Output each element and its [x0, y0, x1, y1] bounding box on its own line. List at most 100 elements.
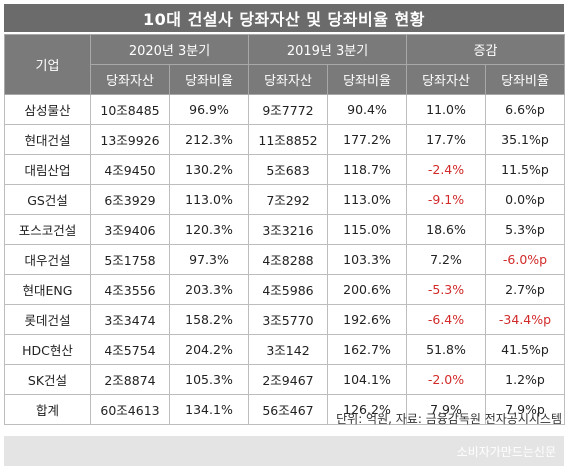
value-cell-a2019: 4조8288: [248, 244, 328, 275]
value-cell-r2019: 113.0%: [327, 184, 407, 215]
value-cell-dr: 5.3%p: [484, 214, 566, 245]
value-cell-r2020: 204.2%: [169, 334, 249, 365]
header-ratio-2019: 당좌비율: [327, 64, 407, 95]
value-cell-da: 17.7%: [406, 124, 486, 155]
header-ratio-change: 당좌비율: [484, 64, 566, 95]
value-cell-a2019: 3조142: [248, 334, 328, 365]
value-cell-a2019: 9조7772: [248, 94, 328, 125]
value-cell-a2019: 2조9467: [248, 364, 328, 395]
table-row: GS건설 6조3929 113.0% 7조292 113.0% -9.1% 0.0%p: [4, 184, 566, 215]
header-2020: 2020년 3분기: [90, 34, 249, 65]
value-cell-r2019: 118.7%: [327, 154, 407, 185]
company-name-cell: HDC현산: [4, 334, 91, 365]
value-cell-da: -6.4%: [406, 304, 486, 335]
value-cell-r2020: 130.2%: [169, 154, 249, 185]
value-cell-a2019: 11조8852: [248, 124, 328, 155]
source-note: 단위: 억원, 자료: 금융감독원 전자공시시스템: [336, 412, 562, 426]
value-cell-dr: -6.0%p: [484, 244, 566, 275]
value-cell-r2019: 192.6%: [327, 304, 407, 335]
company-name-cell: 합계: [4, 394, 91, 425]
table-title: 10대 건설사 당좌자산 및 당좌비율 현황: [4, 4, 564, 32]
company-name-cell: SK건설: [4, 364, 91, 395]
value-cell-da: -2.0%: [406, 364, 486, 395]
value-cell-a2019: 4조5986: [248, 274, 328, 305]
value-cell-dr: 6.6%p: [484, 94, 566, 125]
value-cell-da: -2.4%: [406, 154, 486, 185]
value-cell-a2020: 4조3556: [90, 274, 170, 305]
value-cell-a2020: 13조9926: [90, 124, 170, 155]
value-cell-r2020: 105.3%: [169, 364, 249, 395]
table-row: 대림산업 4조9450 130.2% 5조683 118.7% -2.4% 11.5%p: [4, 154, 566, 185]
value-cell-r2020: 96.9%: [169, 94, 249, 125]
table-row: HDC현산 4조5754 204.2% 3조142 162.7% 51.8% 41.5%p: [4, 334, 566, 365]
company-name-cell: 대림산업: [4, 154, 91, 185]
value-cell-a2020: 60조4613: [90, 394, 170, 425]
company-name-cell: 롯데건설: [4, 304, 91, 335]
value-cell-r2020: 120.3%: [169, 214, 249, 245]
value-cell-da: 7.2%: [406, 244, 486, 275]
value-cell-a2020: 5조1758: [90, 244, 170, 275]
value-cell-da: -9.1%: [406, 184, 486, 215]
value-cell-r2020: 158.2%: [169, 304, 249, 335]
table-row: 현대ENG 4조3556 203.3% 4조5986 200.6% -5.3% 2.7%p: [4, 274, 566, 305]
value-cell-r2020: 113.0%: [169, 184, 249, 215]
value-cell-r2020: 97.3%: [169, 244, 249, 275]
value-cell-da: 18.6%: [406, 214, 486, 245]
value-cell-r2020: 134.1%: [169, 394, 249, 425]
value-cell-a2020: 4조5754: [90, 334, 170, 365]
header-company: 기업: [4, 34, 91, 95]
value-cell-a2019: 3조5770: [248, 304, 328, 335]
table-row: SK건설 2조8874 105.3% 2조9467 104.1% -2.0% 1.2%p: [4, 364, 566, 395]
value-cell-a2019: 5조683: [248, 154, 328, 185]
value-cell-dr: 11.5%p: [484, 154, 566, 185]
value-cell-a2020: 3조3474: [90, 304, 170, 335]
company-name-cell: GS건설: [4, 184, 91, 215]
value-cell-dr: -34.4%p: [484, 304, 566, 335]
company-name-cell: 대우건설: [4, 244, 91, 275]
table-row: 현대건설 13조9926 212.3% 11조8852 177.2% 17.7% 35.1%…: [4, 124, 566, 155]
value-cell-r2019: 103.3%: [327, 244, 407, 275]
header-change: 증감: [405, 34, 566, 65]
value-cell-a2020: 4조9450: [90, 154, 170, 185]
value-cell-da: -5.3%: [406, 274, 486, 305]
brand-bar: 소비자가만드는신문: [4, 436, 564, 466]
data-table: 기업 2020년 3분기 2019년 3분기 증감 당좌자산 당좌비율 당좌자산…: [4, 34, 566, 425]
value-cell-dr: 0.0%p: [484, 184, 566, 215]
value-cell-dr: 41.5%p: [484, 334, 566, 365]
header-ratio-2020: 당좌비율: [169, 64, 249, 95]
company-name-cell: 현대건설: [4, 124, 91, 155]
value-cell-a2020: 10조8485: [90, 94, 170, 125]
company-name-cell: 현대ENG: [4, 274, 91, 305]
company-name-cell: 삼성물산: [4, 94, 91, 125]
value-cell-r2019: 177.2%: [327, 124, 407, 155]
value-cell-a2020: 2조8874: [90, 364, 170, 395]
value-cell-dr: 1.2%p: [484, 364, 566, 395]
value-cell-dr: 35.1%p: [484, 124, 566, 155]
value-cell-r2020: 212.3%: [169, 124, 249, 155]
value-cell-da: 51.8%: [406, 334, 486, 365]
value-cell-a2019: 56조467: [248, 394, 328, 425]
value-cell-r2020: 203.3%: [169, 274, 249, 305]
value-cell-a2019: 7조292: [248, 184, 328, 215]
value-cell-a2020: 6조3929: [90, 184, 170, 215]
table-row: 포스코건설 3조9406 120.3% 3조3216 115.0% 18.6% 5.3%p: [4, 214, 566, 245]
brand-text: 소비자가만드는신문: [456, 444, 556, 459]
header-assets-2020: 당좌자산: [90, 64, 170, 95]
table-row: 롯데건설 3조3474 158.2% 3조5770 192.6% -6.4% -34.4%p: [4, 304, 566, 335]
table-header: 기업 2020년 3분기 2019년 3분기 증감 당좌자산 당좌비율 당좌자산…: [4, 34, 566, 95]
table-body: 삼성물산 10조8485 96.9% 9조7772 90.4% 11.0% 6.6%p 현대건…: [4, 94, 566, 425]
value-cell-a2019: 3조3216: [248, 214, 328, 245]
value-cell-dr: 2.7%p: [484, 274, 566, 305]
header-assets-2019: 당좌자산: [248, 64, 328, 95]
header-assets-change: 당좌자산: [406, 64, 486, 95]
table-row: 합계 60조4613 134.1% 56조467 126.2% 7.9% 7.9%p: [4, 394, 566, 425]
value-cell-r2019: 115.0%: [327, 214, 407, 245]
company-name-cell: 포스코건설: [4, 214, 91, 245]
table-row: 대우건설 5조1758 97.3% 4조8288 103.3% 7.2% -6.0%p: [4, 244, 566, 275]
value-cell-r2019: 200.6%: [327, 274, 407, 305]
value-cell-r2019: 162.7%: [327, 334, 407, 365]
value-cell-r2019: 104.1%: [327, 364, 407, 395]
header-2019: 2019년 3분기: [248, 34, 407, 65]
table-row: 삼성물산 10조8485 96.9% 9조7772 90.4% 11.0% 6.6%p: [4, 94, 566, 125]
